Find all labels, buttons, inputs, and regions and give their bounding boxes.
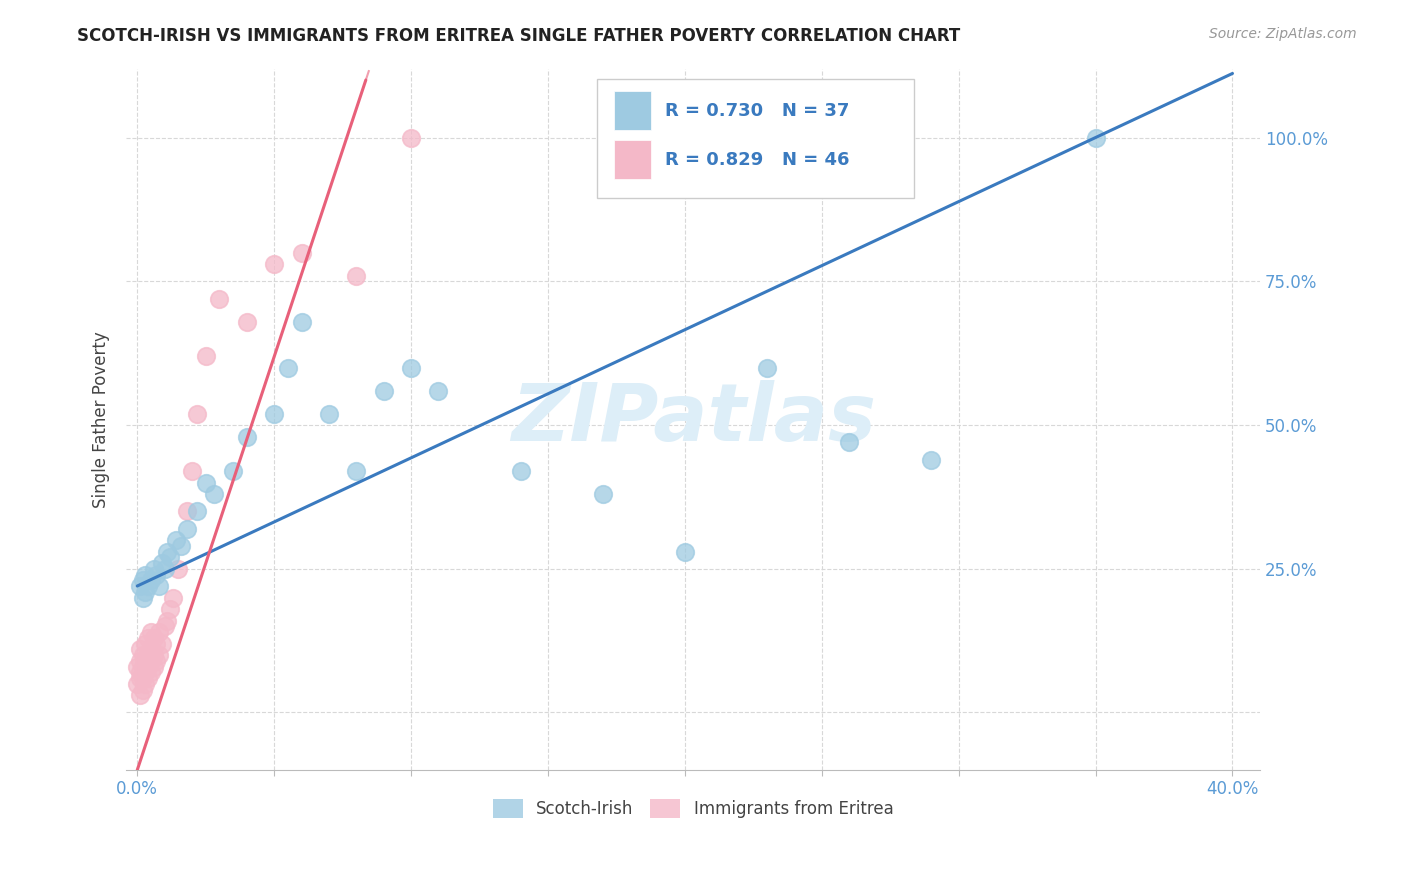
Point [194, 349, 217, 363]
Point [176, 504, 198, 518]
Point [592, 487, 614, 501]
Point [139, 642, 162, 657]
Legend: Scotch-Irish, Immigrants from Eritrea: Scotch-Irish, Immigrants from Eritrea [486, 792, 900, 825]
Point [176, 521, 198, 535]
Point [148, 648, 170, 662]
Point [136, 631, 159, 645]
Text: SCOTCH-IRISH VS IMMIGRANTS FROM ERITREA SINGLE FATHER POVERTY CORRELATION CHART: SCOTCH-IRISH VS IMMIGRANTS FROM ERITREA … [77, 27, 960, 45]
Point [132, 648, 155, 662]
Point [222, 464, 245, 478]
Point [134, 677, 156, 691]
Point [153, 562, 176, 576]
Point [373, 384, 395, 398]
Bar [614, 91, 651, 130]
FancyBboxPatch shape [596, 79, 914, 198]
Point [136, 659, 159, 673]
Point [129, 671, 152, 685]
Point [132, 671, 155, 685]
Point [139, 574, 162, 588]
Point [142, 631, 165, 645]
Point [129, 688, 152, 702]
Point [399, 130, 422, 145]
Point [156, 544, 179, 558]
Point [145, 567, 167, 582]
Point [399, 360, 422, 375]
Point [170, 539, 193, 553]
Point [139, 665, 162, 680]
Point [290, 314, 312, 328]
Point [156, 614, 179, 628]
Point [132, 574, 155, 588]
Point [162, 591, 184, 605]
Point [132, 682, 155, 697]
Point [127, 677, 149, 691]
Point [136, 579, 159, 593]
Point [134, 584, 156, 599]
Point [136, 671, 159, 685]
Point [153, 619, 176, 633]
Point [838, 435, 860, 450]
Point [263, 407, 285, 421]
Point [132, 659, 155, 673]
Point [186, 504, 208, 518]
Point [263, 257, 285, 271]
Point [139, 625, 162, 640]
Text: ZIPatlas: ZIPatlas [510, 380, 876, 458]
Point [129, 654, 152, 668]
Point [673, 544, 696, 558]
Point [194, 475, 217, 490]
Point [142, 562, 165, 576]
Point [920, 452, 942, 467]
Point [142, 648, 165, 662]
Point [127, 659, 149, 673]
Point [236, 429, 259, 443]
Point [290, 245, 312, 260]
Point [134, 567, 156, 582]
Point [150, 556, 173, 570]
Point [344, 464, 367, 478]
Text: Source: ZipAtlas.com: Source: ZipAtlas.com [1209, 27, 1357, 41]
Point [202, 487, 225, 501]
Point [277, 360, 299, 375]
Point [509, 464, 531, 478]
Point [186, 407, 208, 421]
Point [134, 665, 156, 680]
Y-axis label: Single Father Poverty: Single Father Poverty [93, 331, 110, 508]
Point [1084, 130, 1107, 145]
Point [236, 314, 259, 328]
Point [208, 292, 231, 306]
Point [318, 407, 340, 421]
Point [148, 579, 170, 593]
Point [139, 654, 162, 668]
Point [344, 268, 367, 283]
Bar [614, 140, 651, 179]
Point [136, 648, 159, 662]
Point [129, 579, 152, 593]
Point [145, 636, 167, 650]
Point [427, 384, 450, 398]
Text: R = 0.730   N = 37: R = 0.730 N = 37 [665, 102, 849, 120]
Point [129, 665, 152, 680]
Point [148, 625, 170, 640]
Point [132, 591, 155, 605]
Point [134, 654, 156, 668]
Point [167, 562, 190, 576]
Point [159, 602, 181, 616]
Text: R = 0.829   N = 46: R = 0.829 N = 46 [665, 151, 849, 169]
Point [150, 636, 173, 650]
Point [142, 659, 165, 673]
Point [159, 550, 181, 565]
Point [165, 533, 187, 547]
Point [181, 464, 204, 478]
Point [134, 636, 156, 650]
Point [145, 654, 167, 668]
Point [129, 642, 152, 657]
Point [756, 360, 779, 375]
